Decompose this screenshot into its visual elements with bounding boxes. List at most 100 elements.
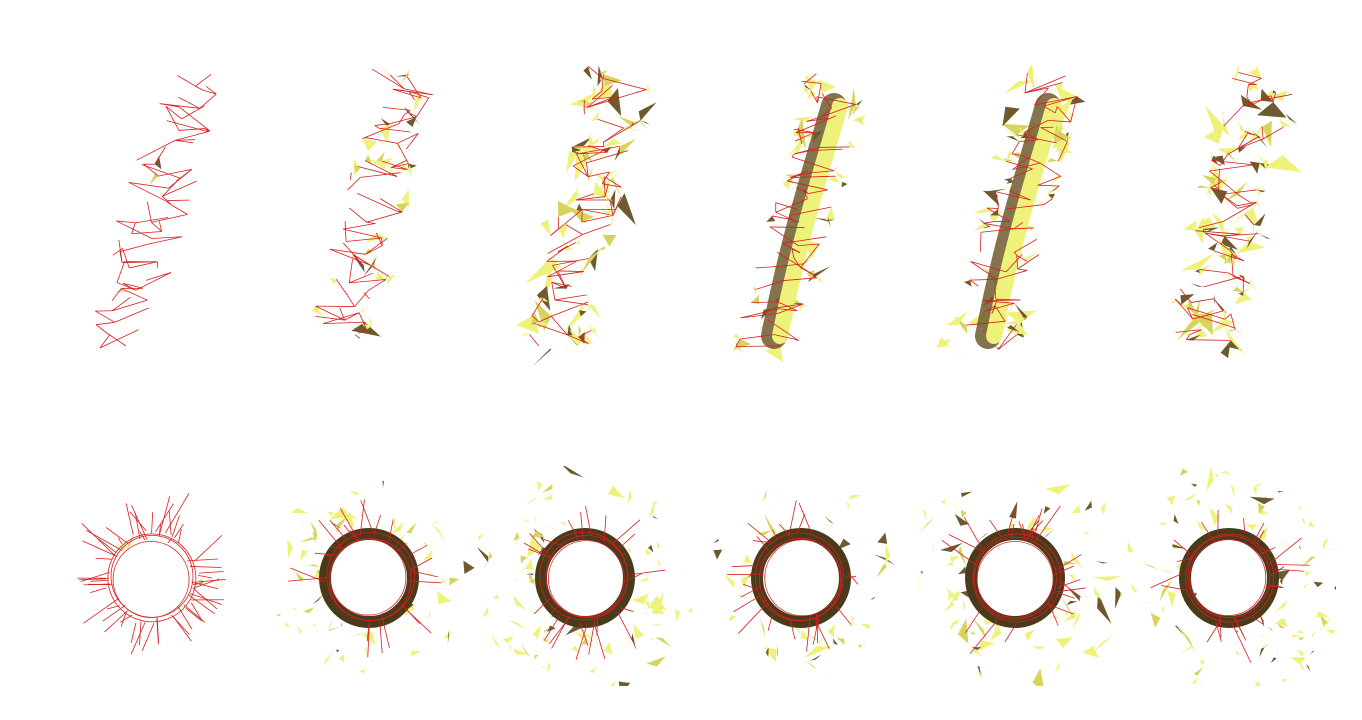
- surface-facet: [621, 682, 631, 686]
- surface-facet: [840, 138, 846, 153]
- surface-facet: [1218, 231, 1231, 236]
- surface-facet: [1230, 482, 1235, 498]
- surface-facet: [436, 590, 452, 605]
- bond: [1272, 92, 1277, 103]
- surface-facet: [713, 549, 723, 560]
- bond: [1274, 564, 1310, 566]
- surface-facet: [1209, 319, 1236, 334]
- surface-facet: [1066, 116, 1072, 132]
- bond: [1237, 138, 1264, 149]
- bond: [979, 232, 982, 252]
- bond: [1187, 307, 1194, 320]
- bond: [1057, 579, 1081, 588]
- bond: [582, 209, 610, 216]
- surface-facet: [520, 517, 532, 524]
- surface-facet: [946, 561, 953, 566]
- bond: [969, 618, 999, 654]
- bond: [375, 232, 383, 246]
- bond: [612, 196, 622, 216]
- surface-facet: [557, 200, 576, 217]
- bond: [397, 143, 409, 164]
- surface-facet: [1211, 212, 1225, 236]
- surface-facet: [859, 579, 864, 581]
- bond: [791, 219, 798, 223]
- bond: [1028, 520, 1044, 538]
- surface-facet: [1006, 310, 1037, 324]
- surface-facet: [823, 219, 831, 229]
- bond: [354, 334, 361, 339]
- surface-facet: [520, 333, 530, 337]
- surface-facet: [674, 609, 681, 623]
- bond: [816, 96, 818, 103]
- bond: [777, 297, 780, 302]
- surface-facet: [303, 606, 315, 614]
- bond: [778, 263, 805, 267]
- bond: [1014, 239, 1037, 253]
- surface-facet: [1197, 185, 1211, 188]
- top-view-panel: [908, 466, 1122, 686]
- bond: [1203, 275, 1244, 288]
- bond: [740, 313, 778, 319]
- surface-facet: [1204, 481, 1207, 484]
- surface-facet: [649, 637, 654, 641]
- surface-facet: [1223, 325, 1247, 358]
- bond: [345, 237, 382, 242]
- surface-facet: [1222, 110, 1224, 117]
- surface-facet: [315, 306, 321, 311]
- bond: [529, 533, 553, 560]
- bond: [1206, 619, 1222, 643]
- bond: [146, 201, 152, 223]
- surface-facet: [1070, 104, 1071, 122]
- bond: [789, 206, 832, 216]
- surface-facet: [1300, 662, 1305, 672]
- bond: [548, 616, 571, 645]
- bond: [318, 520, 343, 549]
- bond: [406, 133, 419, 150]
- surface-facet: [359, 307, 366, 313]
- surface-facet: [593, 181, 614, 202]
- surface-facet: [598, 245, 606, 251]
- surface-facet: [950, 618, 961, 625]
- surface-facet: [1319, 617, 1333, 632]
- surface-facet: [786, 178, 794, 184]
- bond-ring: [1189, 539, 1267, 616]
- bond: [175, 131, 209, 141]
- bond: [1209, 170, 1239, 196]
- surface-facet: [1244, 242, 1264, 261]
- bond: [165, 200, 172, 206]
- surface-facet: [536, 297, 549, 303]
- surface-facet: [1256, 101, 1287, 118]
- bond: [324, 554, 333, 557]
- bond: [406, 111, 417, 118]
- bond: [90, 587, 107, 594]
- surface-facet: [1100, 501, 1106, 515]
- bond: [747, 522, 774, 545]
- bond: [158, 221, 163, 232]
- surface-facet: [1158, 522, 1168, 526]
- surface-facet: [369, 658, 375, 664]
- surface-facet: [1228, 329, 1236, 332]
- surface-facet: [502, 636, 515, 644]
- bond: [134, 512, 141, 539]
- bond: [767, 319, 799, 341]
- bond: [390, 74, 405, 90]
- surface-facet: [810, 654, 822, 661]
- wireframe-bonds: [1150, 510, 1310, 663]
- bond: [199, 93, 217, 109]
- surface-facet: [478, 533, 485, 540]
- surface-facet: [1236, 241, 1266, 254]
- bond: [166, 120, 207, 132]
- bond: [175, 139, 195, 141]
- pore-opening: [1193, 542, 1265, 614]
- bond: [1018, 521, 1027, 542]
- bond: [365, 137, 398, 144]
- bond: [178, 128, 205, 131]
- bond: [983, 221, 995, 224]
- bond: [314, 552, 338, 556]
- bond: [158, 169, 192, 177]
- bond: [1268, 537, 1302, 565]
- bond: [996, 270, 1028, 280]
- surface-facet: [493, 594, 499, 600]
- top-view-panel: [694, 466, 908, 686]
- bond: [546, 245, 568, 262]
